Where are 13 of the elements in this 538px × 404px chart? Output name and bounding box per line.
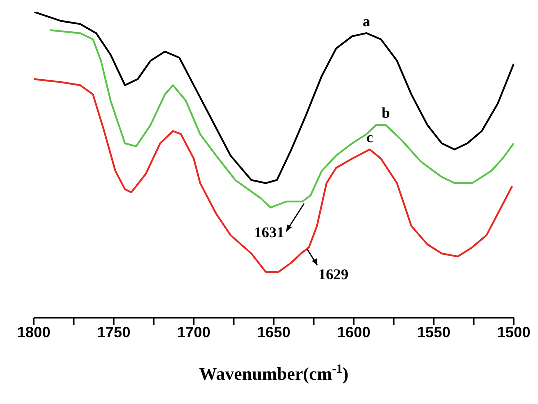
- x-tick-label: 1600: [337, 324, 371, 342]
- annotation: 1631: [254, 226, 284, 242]
- x-tick-label: 1550: [417, 324, 451, 342]
- x-tick-label: 1750: [97, 324, 131, 342]
- series-label: c: [366, 130, 374, 147]
- annotation: 1629: [318, 268, 349, 284]
- x-axis-title: Wavenumber(cm$^{-1}$): [199, 362, 349, 384]
- x-tick-label: 1500: [497, 324, 531, 342]
- series-label: b: [382, 106, 390, 122]
- series-label: a: [363, 14, 372, 30]
- x-tick-label: 1650: [257, 324, 291, 342]
- x-tick-label: 1800: [17, 324, 51, 342]
- x-tick-label: 1700: [177, 324, 211, 342]
